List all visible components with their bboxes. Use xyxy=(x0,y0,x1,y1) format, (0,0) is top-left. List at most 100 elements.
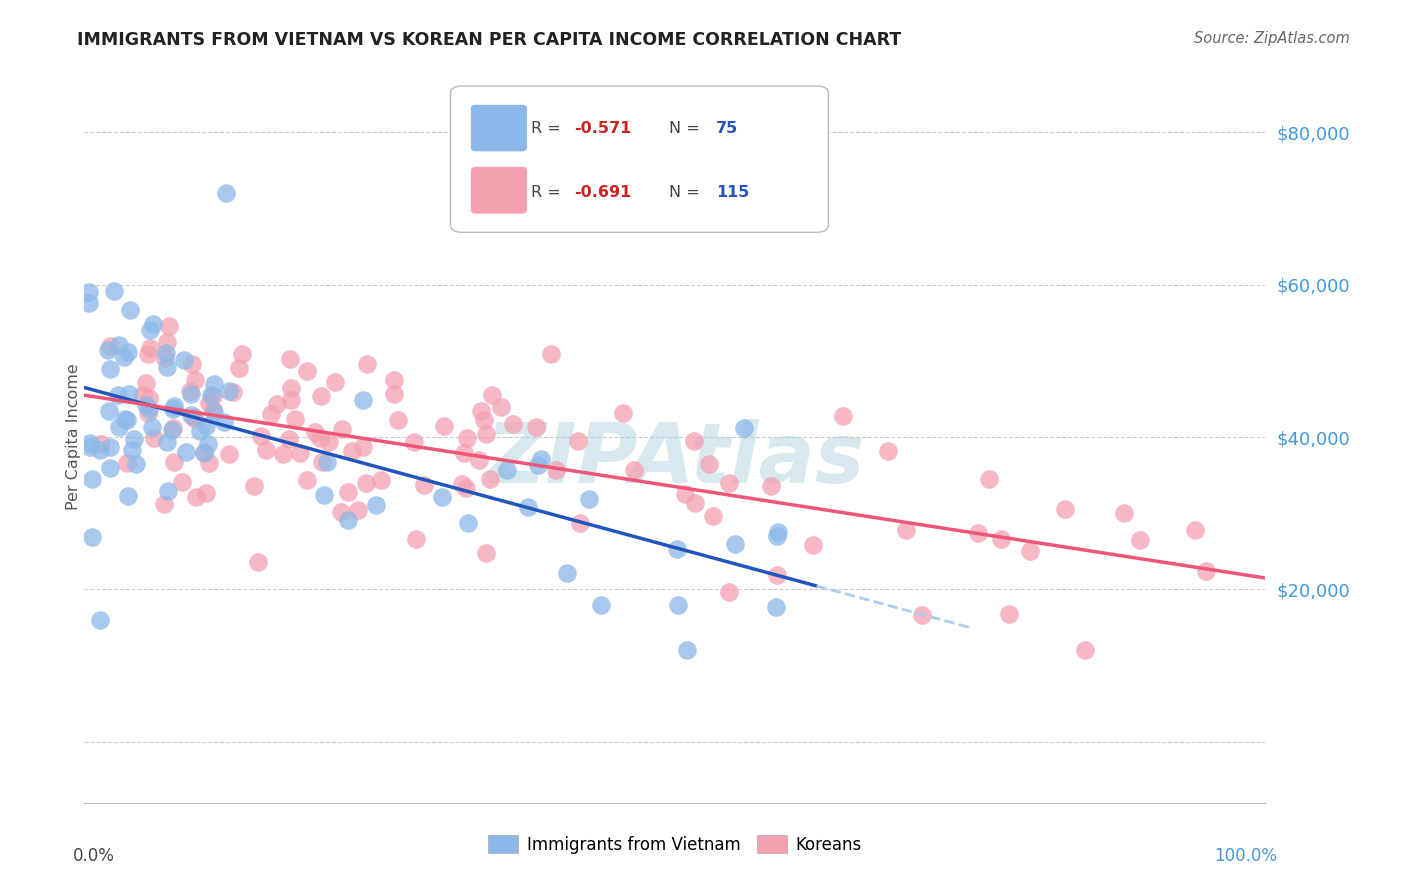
Point xyxy=(132,388,155,402)
Point xyxy=(278,351,301,366)
Point xyxy=(183,409,205,424)
Point xyxy=(117,456,139,470)
Point xyxy=(222,385,245,400)
Point xyxy=(180,386,202,401)
Point xyxy=(98,339,121,353)
Point xyxy=(194,419,217,434)
Point xyxy=(117,344,139,359)
Point xyxy=(228,360,250,375)
Point xyxy=(136,347,159,361)
Point xyxy=(1053,502,1076,516)
Point xyxy=(304,425,326,439)
Point xyxy=(155,351,177,365)
Point xyxy=(675,643,697,657)
Point xyxy=(80,530,103,544)
Point xyxy=(382,373,405,387)
Point xyxy=(673,487,696,501)
Point xyxy=(89,613,111,627)
Point xyxy=(162,421,184,435)
Point xyxy=(896,523,918,537)
Point xyxy=(702,509,724,524)
Point xyxy=(544,463,567,477)
Point xyxy=(280,393,302,408)
Point xyxy=(218,384,240,398)
Point xyxy=(801,538,824,552)
Point xyxy=(451,477,474,491)
Point xyxy=(162,402,184,417)
FancyBboxPatch shape xyxy=(450,86,828,232)
Point xyxy=(90,436,112,450)
Point xyxy=(491,400,513,414)
Point xyxy=(569,516,592,530)
Point xyxy=(404,434,426,449)
Point xyxy=(198,457,221,471)
Point xyxy=(340,443,363,458)
Point xyxy=(173,353,195,368)
Point xyxy=(197,437,219,451)
Point xyxy=(114,412,136,426)
Point xyxy=(266,396,288,410)
Point xyxy=(724,537,747,551)
Point xyxy=(683,495,706,509)
Point xyxy=(479,472,502,486)
Point xyxy=(247,555,270,569)
Point xyxy=(188,425,211,439)
Text: -0.691: -0.691 xyxy=(575,185,631,200)
Point xyxy=(98,461,121,475)
Point xyxy=(115,413,138,427)
Point xyxy=(136,406,159,420)
Point xyxy=(288,445,311,459)
Point xyxy=(202,389,225,403)
Point xyxy=(315,455,337,469)
Point xyxy=(179,384,201,398)
Text: -0.571: -0.571 xyxy=(575,121,631,136)
Point xyxy=(183,412,205,426)
Text: 75: 75 xyxy=(716,121,738,136)
Point xyxy=(193,445,215,459)
Text: 0.0%: 0.0% xyxy=(73,847,114,864)
Text: 115: 115 xyxy=(716,185,749,200)
Point xyxy=(457,516,479,530)
Point xyxy=(98,362,121,376)
Point xyxy=(122,432,145,446)
Point xyxy=(766,524,789,539)
Point xyxy=(311,455,333,469)
Legend: Immigrants from Vietnam, Koreans: Immigrants from Vietnam, Koreans xyxy=(481,829,869,860)
Point xyxy=(271,447,294,461)
Point xyxy=(314,488,336,502)
Point xyxy=(876,444,898,458)
Point xyxy=(356,357,378,371)
Point xyxy=(297,364,319,378)
Point xyxy=(516,500,538,514)
Point xyxy=(142,317,165,331)
Point xyxy=(765,600,787,615)
Text: R =: R = xyxy=(531,121,561,136)
Text: ZIPAtlas: ZIPAtlas xyxy=(485,418,865,500)
Point xyxy=(157,483,180,498)
Point xyxy=(1018,543,1040,558)
Point xyxy=(330,505,353,519)
Point xyxy=(118,387,141,401)
Point xyxy=(699,457,721,471)
Point xyxy=(200,388,222,402)
Y-axis label: Per Capita Income: Per Capita Income xyxy=(66,364,80,510)
Point xyxy=(502,417,524,432)
Point xyxy=(156,434,179,449)
Point xyxy=(79,440,101,454)
Point xyxy=(212,415,235,429)
Point xyxy=(370,473,392,487)
Point xyxy=(215,186,238,201)
Text: N =: N = xyxy=(669,185,700,200)
Point xyxy=(717,585,740,599)
Point xyxy=(82,472,104,486)
Point xyxy=(364,498,387,512)
Point xyxy=(433,418,456,433)
Text: R =: R = xyxy=(531,185,561,200)
Point xyxy=(297,474,319,488)
Point xyxy=(540,347,562,361)
Point xyxy=(323,375,346,389)
Point xyxy=(481,388,503,402)
Point xyxy=(911,607,934,622)
Point xyxy=(77,285,100,299)
Point xyxy=(98,404,121,418)
